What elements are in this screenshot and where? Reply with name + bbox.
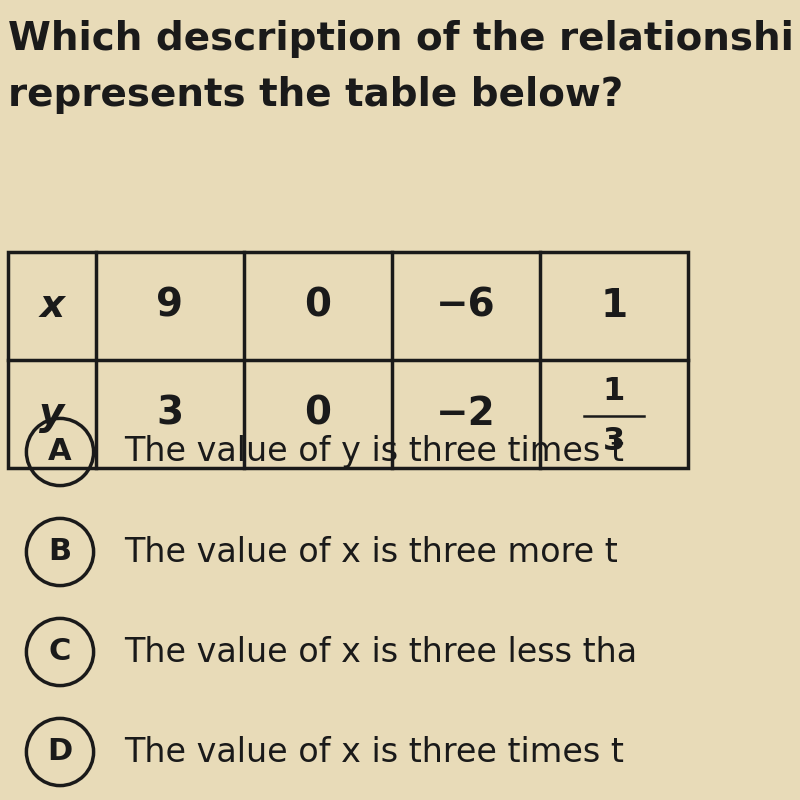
Text: 3: 3: [157, 395, 183, 433]
Text: The value of x is three less tha: The value of x is three less tha: [124, 635, 637, 669]
Text: 9: 9: [157, 287, 183, 325]
Text: y: y: [39, 395, 65, 433]
Text: The value of y is three times t: The value of y is three times t: [124, 435, 624, 469]
Text: D: D: [47, 738, 73, 766]
Text: 0: 0: [305, 287, 331, 325]
Text: The value of x is three times t: The value of x is three times t: [124, 735, 624, 769]
Text: C: C: [49, 638, 71, 666]
Text: 1: 1: [603, 376, 625, 407]
Text: Which description of the relationshi: Which description of the relationshi: [8, 20, 794, 58]
Text: 3: 3: [603, 426, 625, 457]
Text: The value of x is three more t: The value of x is three more t: [124, 535, 618, 569]
Text: x: x: [39, 287, 65, 325]
Text: A: A: [48, 438, 72, 466]
Text: B: B: [49, 538, 71, 566]
Text: −6: −6: [436, 287, 496, 325]
Text: 0: 0: [305, 395, 331, 433]
Text: −2: −2: [436, 395, 496, 433]
Text: 1: 1: [601, 287, 627, 325]
Text: represents the table below?: represents the table below?: [8, 76, 623, 114]
Bar: [8, 252, 688, 468]
